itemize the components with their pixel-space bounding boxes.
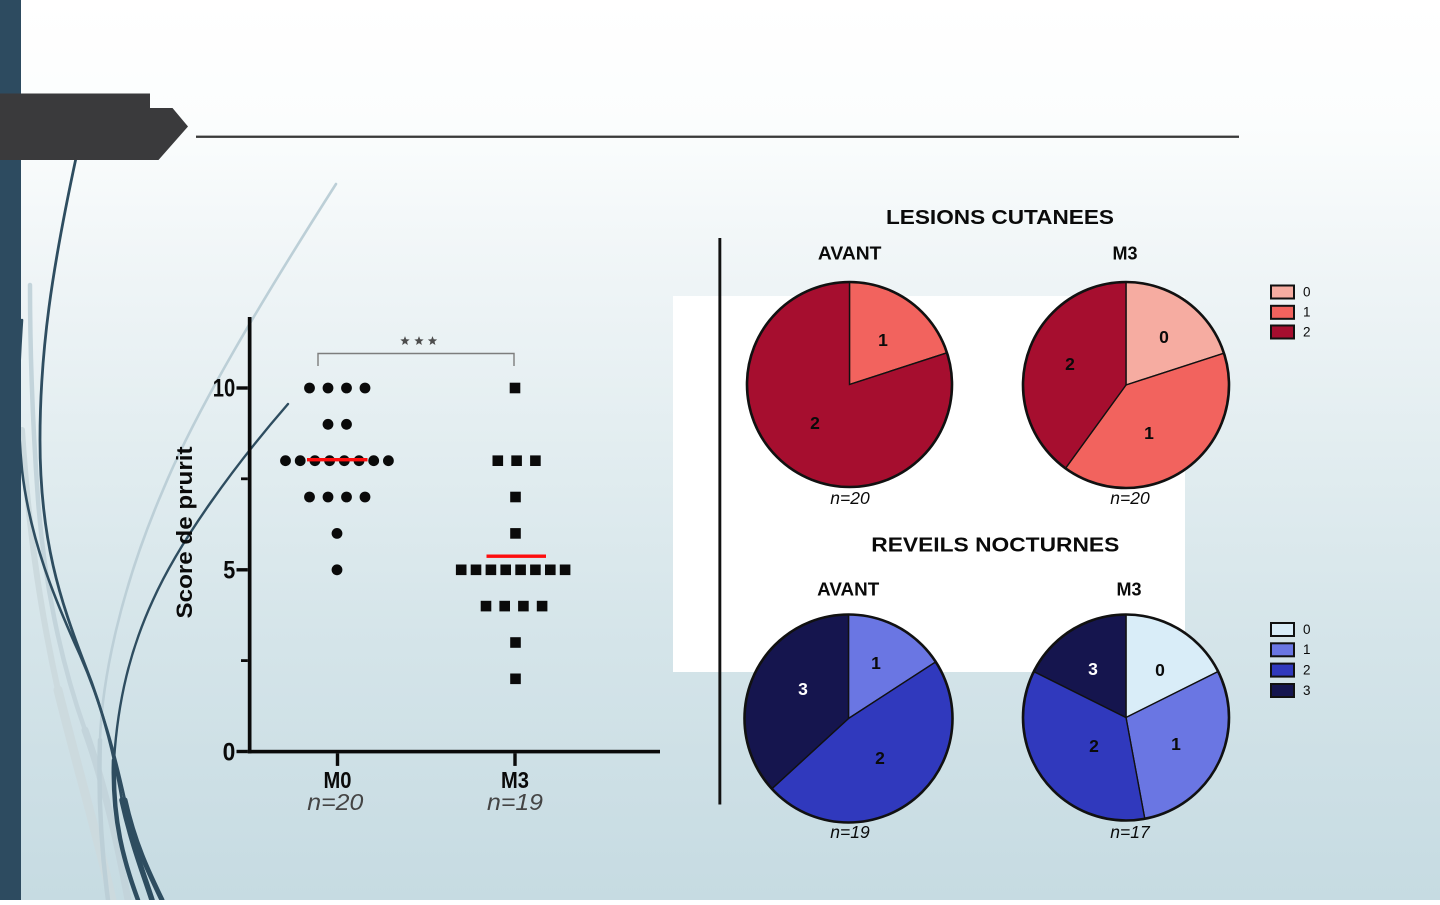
svg-text:M3: M3: [1116, 580, 1141, 600]
svg-text:2: 2: [810, 413, 820, 433]
svg-text:3: 3: [1088, 659, 1098, 679]
svg-text:0: 0: [223, 738, 236, 766]
svg-text:REVEILS NOCTURNES: REVEILS NOCTURNES: [871, 534, 1119, 557]
svg-text:2: 2: [875, 748, 885, 768]
svg-text:M0: M0: [324, 767, 352, 793]
svg-text:0: 0: [1303, 622, 1311, 637]
svg-text:0: 0: [1155, 660, 1165, 680]
svg-text:1: 1: [871, 653, 881, 673]
svg-text:3: 3: [798, 679, 808, 699]
svg-text:2: 2: [1089, 736, 1099, 756]
svg-text:AVANT: AVANT: [817, 580, 879, 600]
svg-text:0: 0: [1303, 284, 1311, 299]
svg-text:1: 1: [1303, 642, 1311, 657]
svg-text:n=20: n=20: [1110, 488, 1150, 508]
svg-text:10: 10: [213, 375, 236, 403]
svg-text:1: 1: [1144, 423, 1154, 443]
svg-text:2: 2: [1303, 662, 1311, 677]
svg-text:1: 1: [878, 330, 888, 350]
svg-text:3: 3: [1303, 683, 1311, 698]
svg-text:LESIONS CUTANEES: LESIONS CUTANEES: [886, 206, 1114, 229]
svg-text:n=20: n=20: [307, 789, 363, 815]
svg-text:AVANT: AVANT: [818, 244, 882, 264]
svg-text:n=19: n=19: [487, 789, 543, 815]
svg-text:n=17: n=17: [1110, 822, 1151, 842]
svg-text:M3: M3: [501, 767, 529, 793]
svg-text:n=19: n=19: [830, 822, 870, 842]
svg-text:1: 1: [1171, 734, 1181, 754]
svg-text:2: 2: [1065, 354, 1075, 374]
svg-text:5: 5: [223, 557, 235, 585]
svg-text:2: 2: [1303, 324, 1311, 339]
svg-text:0: 0: [1159, 327, 1169, 347]
svg-text:Score de prurit: Score de prurit: [172, 446, 197, 619]
svg-text:M3: M3: [1112, 244, 1137, 264]
svg-text:1: 1: [1303, 305, 1311, 320]
svg-text:n=20: n=20: [830, 488, 870, 508]
